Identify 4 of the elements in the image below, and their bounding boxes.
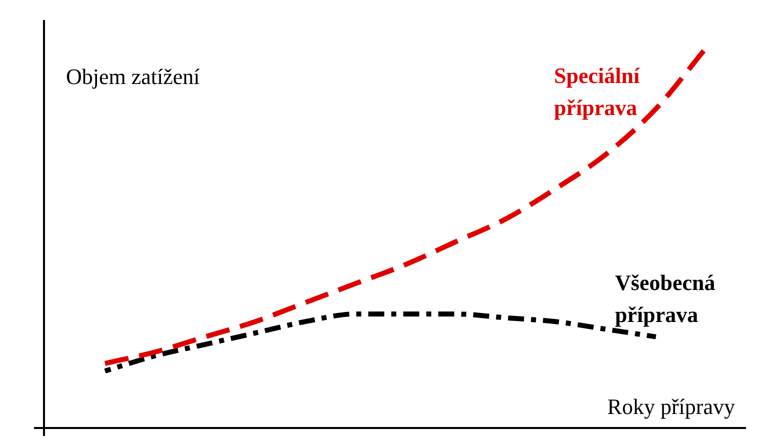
series-label: Speciální příprava xyxy=(554,63,640,120)
y-axis-title: Objem zatížení xyxy=(66,64,200,89)
series-label: Všeobecná příprava xyxy=(615,270,716,327)
x-axis-title: Roky přípravy xyxy=(607,394,735,419)
